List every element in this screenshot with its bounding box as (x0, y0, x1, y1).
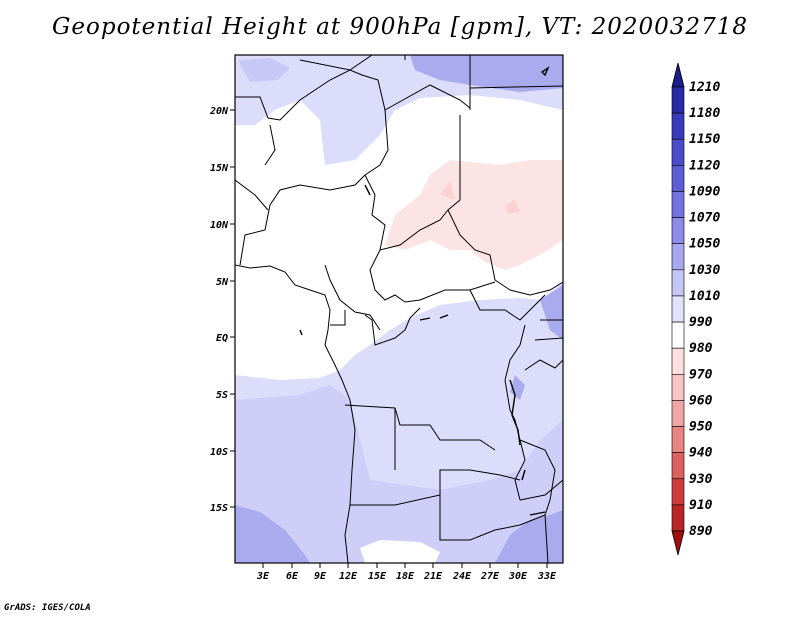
lat-label: 10S (210, 447, 228, 458)
colorbar-label: 1180 (689, 106, 720, 121)
lat-ticks (230, 109, 235, 508)
lon-label: 21E (423, 571, 443, 582)
colorbar-label: 910 (689, 498, 713, 513)
colorbar-swatch (671, 165, 685, 192)
colorbar-swatch (671, 478, 685, 506)
colorbar-label: 970 (689, 367, 713, 382)
lon-label: 3E (256, 571, 270, 582)
colorbar-swatch (671, 504, 685, 532)
shaded-field (235, 55, 563, 563)
colorbar-label: 1150 (689, 132, 720, 147)
lon-ticks (262, 563, 548, 568)
colorbar-swatch (671, 138, 685, 166)
colorbar-swatch (671, 373, 685, 401)
lon-labels: 3E 6E 9E 12E 15E 18E 21E 24E 27E 30E 33E (256, 571, 557, 582)
lat-label: 15N (210, 163, 229, 174)
colorbar-label: 980 (689, 341, 713, 356)
colorbar-swatch (671, 112, 685, 140)
colorbar-swatch (671, 217, 685, 245)
grads-credit: GrADS: IGES/COLA (4, 603, 91, 613)
colorbar-swatch (671, 400, 685, 427)
map-title: Geopotential Height at 900hPa [gpm], VT:… (52, 14, 748, 40)
colorbar-label: 960 (689, 393, 713, 408)
lon-label: 30E (508, 571, 528, 582)
colorbar-label: 1050 (689, 237, 720, 252)
map-frame (234, 54, 564, 564)
lon-label: 15E (368, 571, 387, 582)
lakes (299, 66, 550, 516)
colorbar-swatch (671, 243, 685, 271)
lat-label: 10N (210, 220, 229, 231)
colorbar-swatch (671, 269, 685, 297)
lon-label: 12E (339, 571, 358, 582)
lat-label: EQ (216, 333, 228, 344)
colorbar-label: 940 (689, 446, 713, 461)
colorbar-swatch (671, 426, 685, 453)
colorbar-label: 930 (689, 472, 713, 487)
colorbar-swatch (671, 86, 685, 114)
lon-label: 24E (452, 571, 472, 582)
south-medium-blue-region (235, 385, 563, 563)
colorbar-bottom-arrow (671, 530, 685, 556)
colorbar-swatch (671, 347, 685, 375)
colorbar-label: 1010 (689, 289, 720, 304)
lon-label: 18E (396, 571, 415, 582)
lat-label: 20N (209, 106, 229, 117)
lat-label: 5S (216, 390, 228, 401)
lat-label: 15S (210, 503, 228, 514)
pink-low-region (385, 160, 563, 270)
lat-label: 5N (216, 277, 229, 288)
colorbar-label: 1070 (689, 211, 720, 226)
colorbar-label: 1210 (689, 80, 720, 95)
colorbar-swatch (671, 321, 685, 349)
colorbar-swatch (671, 452, 685, 480)
colorbar-label: 1120 (689, 158, 720, 173)
lat-labels: 20N 15N 10N 5N EQ 5S 10S 15S (209, 106, 229, 514)
colorbar-label: 1030 (689, 263, 720, 278)
lon-label: 33E (537, 571, 557, 582)
north-deep-blue-region (410, 55, 563, 92)
lon-label: 9E (314, 571, 327, 582)
colorbar-label: 990 (689, 315, 713, 330)
colorbar-label: 890 (689, 524, 713, 539)
lon-label: 27E (480, 571, 500, 582)
colorbar-top-arrow (671, 62, 685, 88)
colorbar-swatch (671, 191, 685, 218)
colorbar-label: 950 (689, 420, 713, 435)
lon-label: 6E (286, 571, 299, 582)
colorbar-label: 1090 (689, 184, 720, 199)
colorbar: 1210 1180 1150 1120 1090 1070 1050 1030 1010 990 9… (671, 62, 720, 556)
colorbar-swatch (671, 295, 685, 323)
